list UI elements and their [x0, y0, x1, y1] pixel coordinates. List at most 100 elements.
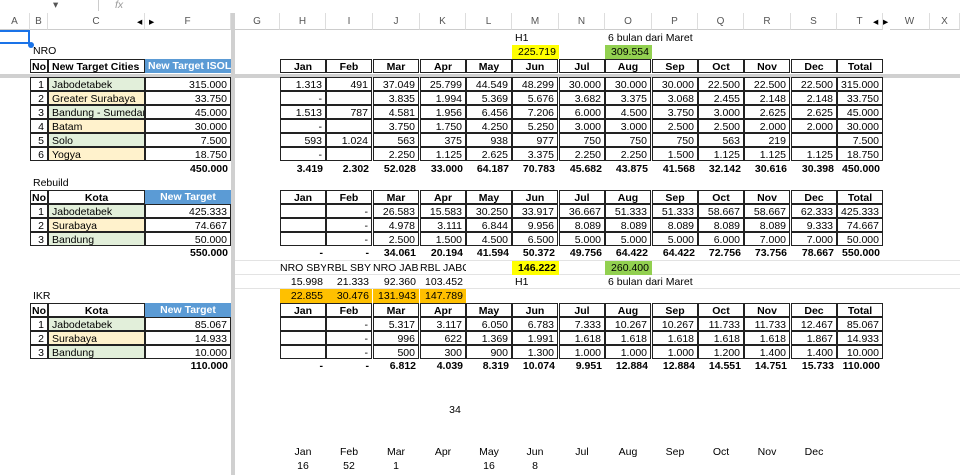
month-value-mar[interactable]: 5.317	[373, 317, 419, 331]
month-value-mar[interactable]: 4.581	[373, 105, 419, 119]
month-value-mar[interactable]: 37.049	[373, 77, 419, 91]
column-header-O[interactable]: O	[605, 13, 652, 30]
month-value-apr[interactable]: 1.500	[420, 232, 466, 246]
column-header-B[interactable]: B	[30, 13, 48, 30]
month-value-dec[interactable]: 1.867	[791, 331, 837, 345]
month-value-dec[interactable]: 62.333	[791, 204, 837, 218]
month-value-apr[interactable]: 1.750	[420, 119, 466, 133]
month-value-apr[interactable]: 1.994	[420, 91, 466, 105]
month-value-sep[interactable]: 10.267	[652, 317, 698, 331]
target-value[interactable]: 33.750	[145, 91, 231, 105]
month-value-jun[interactable]: 7.206	[512, 105, 558, 119]
month-value-nov[interactable]: 22.500	[744, 77, 790, 91]
month-value-jul[interactable]: 2.250	[559, 147, 605, 161]
bottom-month-value[interactable]	[652, 459, 698, 473]
month-value-jun[interactable]: 977	[512, 133, 558, 147]
month-value-total[interactable]: 10.000	[837, 345, 883, 359]
month-value-dec[interactable]: 22.500	[791, 77, 837, 91]
column-header-Q[interactable]: Q	[698, 13, 744, 30]
month-value-nov[interactable]: 8.089	[744, 218, 790, 232]
city-name[interactable]: Surabaya	[48, 331, 145, 345]
month-value-jun[interactable]: 9.956	[512, 218, 558, 232]
month-value-dec[interactable]: 1.400	[791, 345, 837, 359]
month-value-oct[interactable]: 8.089	[698, 218, 744, 232]
selected-cell[interactable]	[0, 30, 30, 44]
h1-value[interactable]: 146.222	[512, 261, 559, 275]
month-value-may[interactable]: 5.369	[466, 91, 512, 105]
summary-value[interactable]: 103.452	[425, 276, 463, 288]
city-name[interactable]: Jabodetabek	[48, 317, 145, 331]
month-value-aug[interactable]: 2.250	[605, 147, 651, 161]
month-value-jun[interactable]: 33.917	[512, 204, 558, 218]
month-value-aug[interactable]: 4.500	[605, 105, 651, 119]
month-value-jan[interactable]: 593	[280, 133, 326, 147]
month-value-sep[interactable]: 1.000	[652, 345, 698, 359]
month-value-total[interactable]: 18.750	[837, 147, 883, 161]
month-value-mar[interactable]: 3.835	[373, 91, 419, 105]
month-value-apr[interactable]: 300	[420, 345, 466, 359]
month-value-aug[interactable]: 1.000	[605, 345, 651, 359]
month-value-dec[interactable]: 9.333	[791, 218, 837, 232]
month-value-may[interactable]: 1.369	[466, 331, 512, 345]
month-value-dec[interactable]: 2.148	[791, 91, 837, 105]
month-value-jan[interactable]: -	[280, 147, 326, 161]
month-value-sep[interactable]: 30.000	[652, 77, 698, 91]
month-value-may[interactable]: 30.250	[466, 204, 512, 218]
bottom-month-value[interactable]: 8	[532, 460, 538, 472]
month-value-may[interactable]: 6.844	[466, 218, 512, 232]
month-value-sep[interactable]: 5.000	[652, 232, 698, 246]
summary-highlighted-value[interactable]: 30.476	[326, 289, 372, 303]
summary-value[interactable]: 92.360	[383, 276, 416, 288]
month-value-oct[interactable]: 2.455	[698, 91, 744, 105]
column-header-R[interactable]: R	[744, 13, 791, 30]
frozen-column-divider[interactable]	[231, 13, 235, 475]
month-value-jul[interactable]: 1.000	[559, 345, 605, 359]
month-value-jun[interactable]: 5.676	[512, 91, 558, 105]
target-value[interactable]: 7.500	[145, 133, 231, 147]
city-name[interactable]: Batam	[48, 119, 145, 133]
bottom-month-value[interactable]	[605, 459, 651, 473]
month-value-may[interactable]: 6.050	[466, 317, 512, 331]
month-value-oct[interactable]: 1.618	[698, 331, 744, 345]
month-value-jul[interactable]: 5.000	[559, 232, 605, 246]
month-value-nov[interactable]: 2.148	[744, 91, 790, 105]
month-value-sep[interactable]: 51.333	[652, 204, 698, 218]
month-value-may[interactable]: 44.549	[466, 77, 512, 91]
column-header-H[interactable]: H	[280, 13, 326, 30]
month-value-jan[interactable]	[280, 204, 326, 218]
month-value-may[interactable]: 4.250	[466, 119, 512, 133]
month-value-mar[interactable]: 500	[373, 345, 419, 359]
column-header-F[interactable]: F	[145, 13, 231, 30]
month-value-nov[interactable]: 2.625	[744, 105, 790, 119]
dropdown-arrow-icon[interactable]: ▾	[53, 0, 59, 11]
month-value-feb[interactable]: -	[326, 232, 372, 246]
month-value-total[interactable]: 315.000	[837, 77, 883, 91]
month-value-oct[interactable]: 3.000	[698, 105, 744, 119]
month-value-apr[interactable]: 1.956	[420, 105, 466, 119]
month-value-jul[interactable]: 3.000	[559, 119, 605, 133]
lone-value[interactable]: 34	[449, 404, 461, 416]
month-value-apr[interactable]: 375	[420, 133, 466, 147]
target-value[interactable]: 315.000	[145, 77, 231, 91]
month-value-aug[interactable]: 750	[605, 133, 651, 147]
month-value-oct[interactable]: 2.500	[698, 119, 744, 133]
column-header-I[interactable]: I	[326, 13, 373, 30]
month-value-jun[interactable]: 3.375	[512, 147, 558, 161]
month-value-apr[interactable]: 3.111	[420, 218, 466, 232]
month-value-nov[interactable]: 1.618	[744, 331, 790, 345]
month-value-total[interactable]: 45.000	[837, 105, 883, 119]
month-value-feb[interactable]	[326, 147, 372, 161]
scroll-right-icon[interactable]: ▸	[883, 16, 889, 28]
column-header-G[interactable]: G	[235, 13, 280, 30]
month-value-dec[interactable]	[791, 133, 837, 147]
month-value-total[interactable]: 14.933	[837, 331, 883, 345]
month-value-jan[interactable]: 1.313	[280, 77, 326, 91]
column-header-A[interactable]: A	[0, 13, 30, 30]
city-name[interactable]: Greater Surabaya	[48, 91, 145, 105]
month-value-sep[interactable]: 1.618	[652, 331, 698, 345]
target-value[interactable]: 50.000	[145, 232, 231, 246]
month-value-total[interactable]: 85.067	[837, 317, 883, 331]
summary-highlighted-value[interactable]: 131.943	[373, 289, 419, 303]
month-value-sep[interactable]: 3.068	[652, 91, 698, 105]
month-value-may[interactable]: 938	[466, 133, 512, 147]
